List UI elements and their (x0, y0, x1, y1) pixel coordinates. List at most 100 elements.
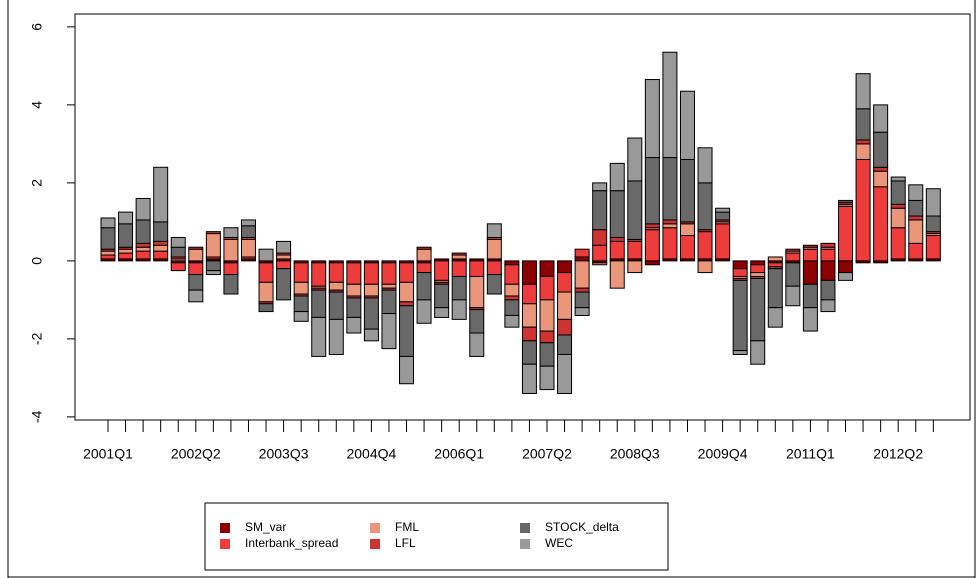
bar-segment (188, 246, 204, 250)
legend-box (204, 502, 669, 571)
bar-segment (451, 275, 467, 301)
bar-segment (328, 291, 344, 320)
bar-segment (451, 252, 467, 256)
bar-segment (750, 277, 766, 342)
legend-label: SM_var (245, 520, 286, 534)
bar-segment (890, 227, 906, 260)
bar-segment (346, 262, 362, 285)
bar-segment (153, 166, 169, 223)
bar-segment (557, 272, 573, 293)
bar-segment (346, 283, 362, 297)
legend-swatch (370, 523, 380, 533)
bar-segment (258, 281, 274, 303)
bar-segment (399, 305, 415, 357)
bar-segment (469, 309, 485, 334)
y-tick-label: 4 (29, 101, 45, 109)
bar-segment (276, 254, 292, 260)
bar-segment (276, 240, 292, 254)
x-tick-label: 2009Q4 (698, 446, 748, 462)
bar-segment (486, 238, 502, 260)
bar-segment (855, 139, 871, 145)
bar-segment (346, 297, 362, 318)
bar-segment (276, 268, 292, 301)
bar-segment (802, 260, 818, 285)
bar-segment (679, 223, 695, 237)
bar-segment (855, 73, 871, 110)
bar-segment (153, 250, 169, 260)
bar-segment (802, 283, 818, 309)
bar-segment (539, 299, 555, 332)
bar-segment (644, 157, 660, 225)
bar-segment (118, 211, 134, 225)
bar-segment (504, 283, 520, 297)
bar-segment (644, 229, 660, 262)
bar-segment (574, 256, 590, 262)
bar-segment (311, 262, 327, 287)
bar-segment (697, 231, 713, 260)
bar-segment (890, 207, 906, 229)
bar-segment (908, 184, 924, 201)
bar-segment (662, 219, 678, 225)
bar-segment (170, 246, 186, 258)
bar-segment (627, 260, 643, 274)
bar-segment (311, 289, 327, 318)
bar-segment (679, 235, 695, 260)
bar-segment (539, 275, 555, 301)
bar-segment (504, 260, 520, 266)
bar-segment (135, 219, 151, 244)
bar-segment (539, 260, 555, 277)
plot-box (74, 13, 971, 421)
bar-segment (521, 340, 537, 365)
bar-segment (381, 313, 397, 350)
bar-segment (486, 260, 502, 276)
bar-segment (838, 272, 854, 281)
bar-segment (715, 211, 731, 221)
bar-segment (363, 262, 379, 285)
bar-segment (311, 316, 327, 357)
bar-segment (838, 199, 854, 203)
bar-segment (223, 238, 239, 262)
bar-segment (574, 260, 590, 289)
bar-segment (363, 328, 379, 342)
bar-segment (627, 137, 643, 182)
bar-segment (504, 264, 520, 285)
bar-segment (170, 262, 186, 272)
bar-segment (592, 244, 608, 262)
bar-segment (609, 190, 625, 238)
bar-segment (223, 227, 239, 238)
x-tick-label: 2008Q3 (610, 446, 660, 462)
legend-swatch (220, 523, 230, 533)
bar-segment (434, 307, 450, 318)
bar-segment (574, 248, 590, 258)
x-tick-label: 2011Q1 (786, 446, 835, 462)
bar-segment (873, 186, 889, 262)
bar-segment (609, 240, 625, 260)
x-tick-label: 2006Q1 (434, 446, 484, 462)
bar-segment (293, 262, 309, 283)
y-tick-label: -2 (29, 332, 45, 345)
bar-segment (820, 260, 836, 281)
bar-segment (363, 297, 379, 330)
bar-segment (925, 235, 941, 260)
bar-segment (767, 262, 783, 268)
bar-segment (908, 199, 924, 217)
bar-segment (785, 285, 801, 307)
bar-segment (557, 353, 573, 394)
bar-segment (118, 223, 134, 248)
bar-segment (399, 281, 415, 303)
bar-segment (223, 262, 239, 276)
bar-segment (820, 248, 836, 262)
bar-segment (838, 205, 854, 262)
bar-segment (381, 262, 397, 285)
bar-segment (240, 238, 256, 258)
bar-segment (521, 363, 537, 394)
x-tick-label: 2001Q1 (83, 446, 133, 462)
bar-segment (135, 246, 151, 252)
bar-segment (820, 279, 836, 301)
bar-segment (188, 289, 204, 303)
bar-segment (838, 260, 854, 274)
bar-segment (539, 330, 555, 344)
y-tick-label: -4 (29, 410, 45, 423)
legend-label: FML (395, 520, 419, 534)
bar-segment (170, 236, 186, 248)
